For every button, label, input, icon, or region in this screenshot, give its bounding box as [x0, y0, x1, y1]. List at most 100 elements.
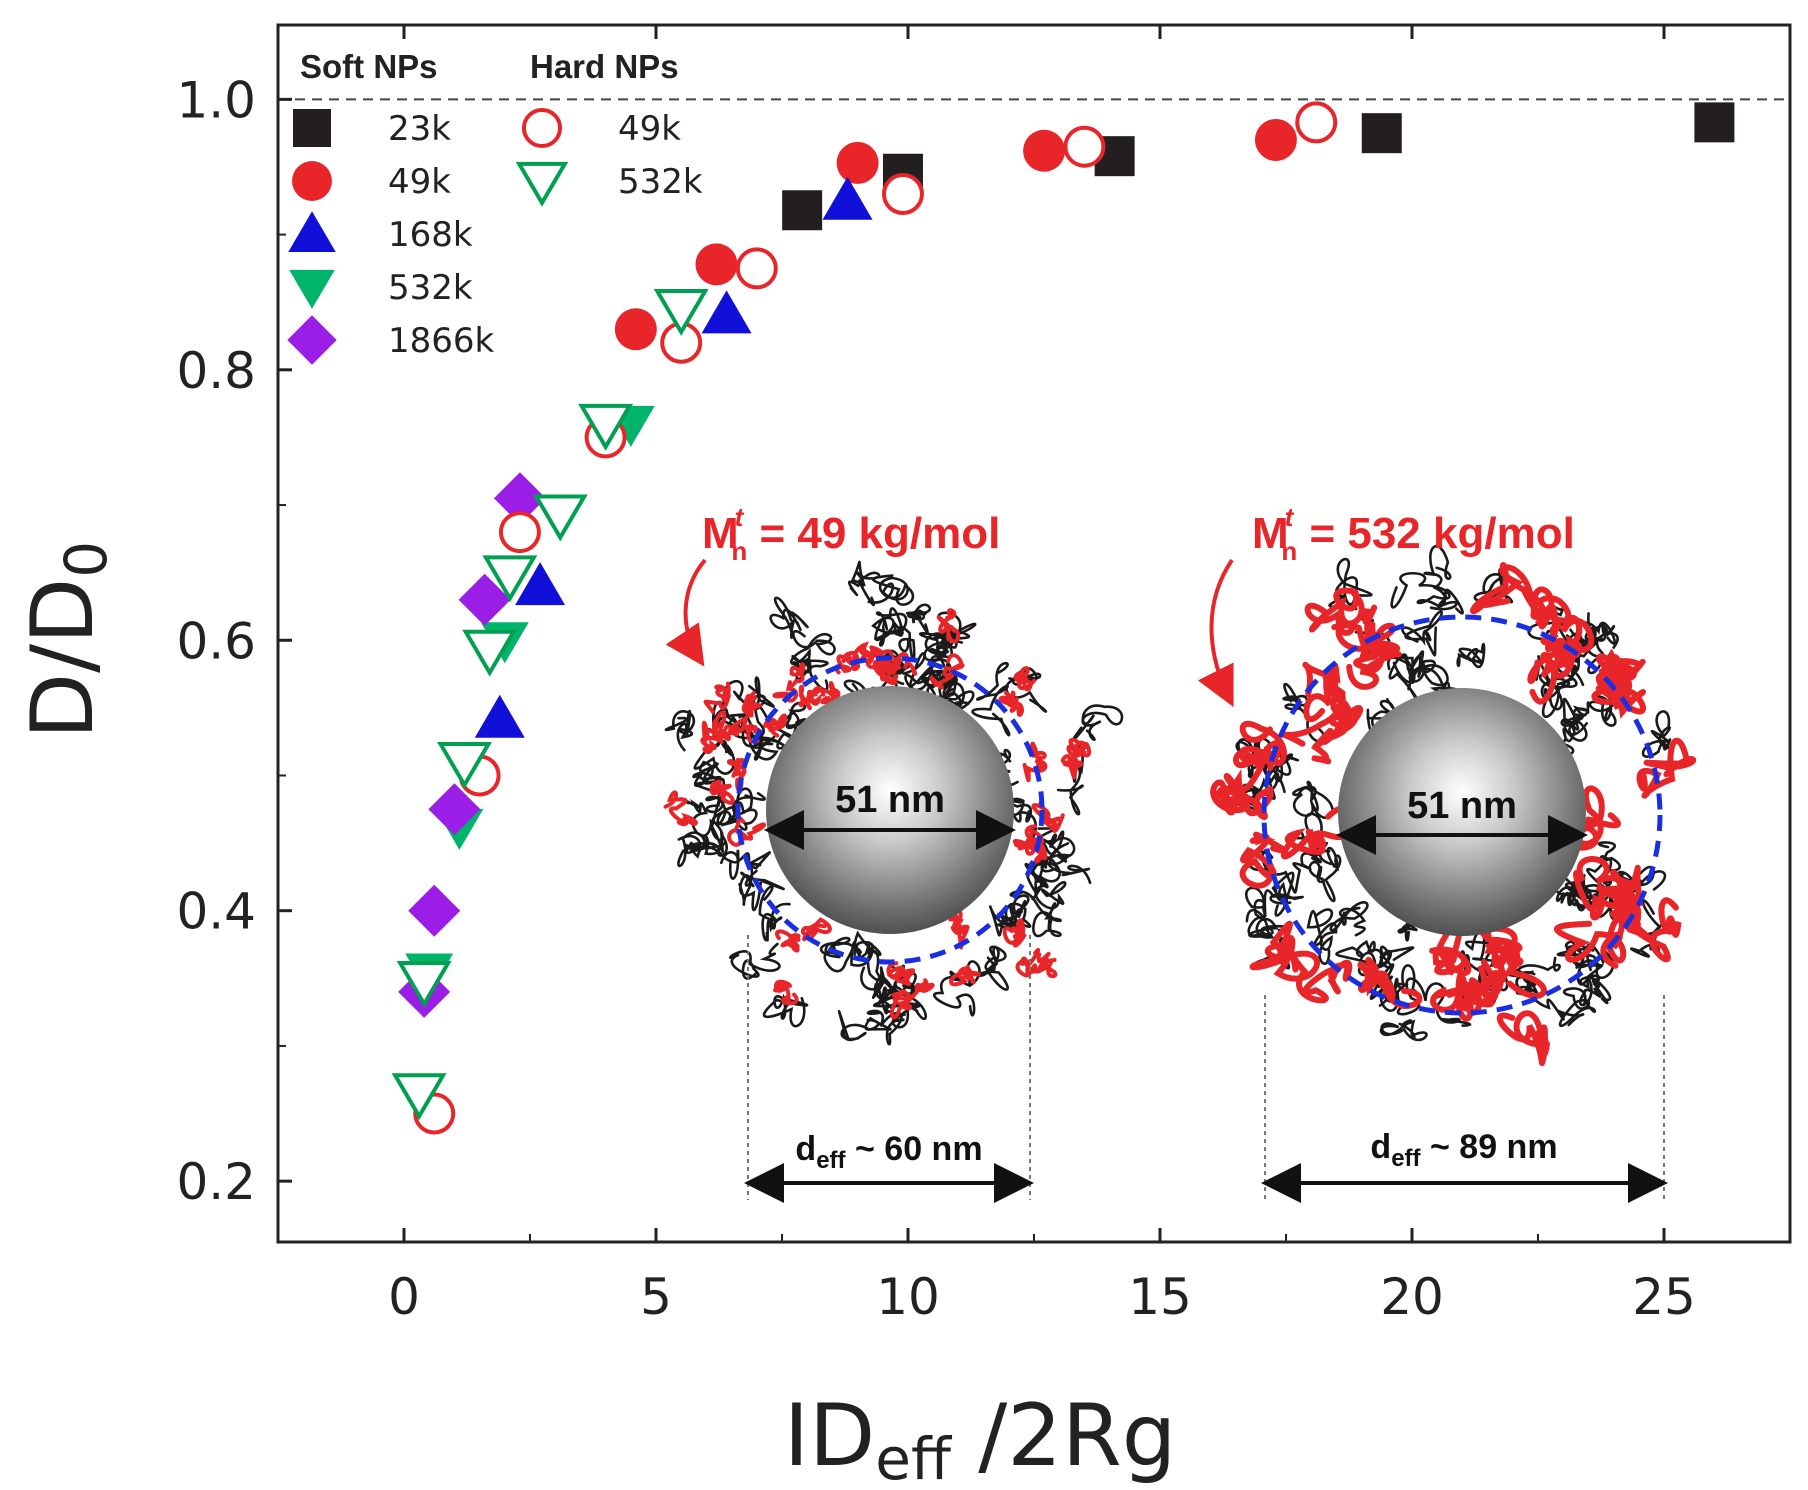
polymer-chain-long — [800, 917, 832, 942]
graft-mw-label-right-m: M — [1252, 509, 1289, 558]
polymer-chain-long — [1012, 824, 1045, 856]
x-tick-label: 0 — [388, 1268, 420, 1326]
polymer-chain-short — [1401, 610, 1443, 657]
data-point-hard-49k — [881, 173, 924, 216]
polymer-chain-long — [900, 978, 935, 1008]
data-point-hard-532k — [578, 403, 634, 451]
data-point-soft-23k — [1694, 102, 1735, 143]
polymer-chain-long — [773, 979, 799, 1006]
polymer-chain-short — [1009, 890, 1062, 938]
data-point-soft-1866k — [458, 573, 511, 626]
polymer-chain-long — [1284, 941, 1353, 1004]
polymer-chain-short — [1282, 682, 1327, 743]
polymer-chain-short — [729, 942, 781, 980]
polymer-chain-long — [1060, 754, 1083, 780]
polymer-chain-short — [1306, 908, 1338, 965]
polymer-chain-long — [727, 714, 760, 744]
polymer-chain-short — [773, 701, 807, 750]
legend-label: 49k — [388, 162, 451, 202]
graft-mw-label-right-value: = 532 kg/mol — [1297, 509, 1575, 558]
data-point-soft-49k — [695, 243, 738, 286]
polymer-chain-long — [998, 690, 1024, 717]
x-tick-label: 15 — [1128, 1268, 1192, 1326]
data-point-soft-49k — [614, 308, 657, 351]
graft-mw-label-left: Mt n = 49 kg/mol — [702, 502, 1000, 566]
graft-mw-label-right-sub: n — [1281, 536, 1297, 566]
data-points — [391, 101, 1735, 1135]
polymer-chain-short — [1071, 704, 1124, 742]
pointer-arrow-left — [665, 558, 707, 667]
x-axis-title-tail: /2Rg — [951, 1386, 1176, 1486]
polymer-chain-long — [1022, 741, 1048, 783]
core-diameter-label-right: 51 nm — [1407, 785, 1517, 827]
polymer-chain-short — [748, 735, 786, 761]
polymer-chain-long — [1335, 604, 1401, 654]
data-point-hard-49k — [498, 511, 541, 554]
polymer-chain-short — [690, 834, 740, 865]
polymer-chain-long — [1066, 737, 1092, 758]
data-point-soft-168k — [474, 694, 525, 738]
polymer-chain-long — [1429, 918, 1472, 976]
data-point-soft-49k — [1254, 118, 1297, 161]
pointer-arrow-right — [1197, 558, 1234, 708]
polymer-chain-short — [860, 949, 897, 1000]
data-point-hard-49k — [1295, 101, 1338, 144]
x-axis-title: IDeff /2Rg — [784, 1386, 1177, 1490]
graft-mw-label-left-sup: t — [735, 502, 745, 532]
x-tick-label: 25 — [1632, 1268, 1696, 1326]
polymer-shell-left — [663, 560, 1124, 1046]
data-point-soft-23k — [782, 190, 823, 231]
polymer-chain-long — [890, 989, 913, 1020]
polymer-chain-long — [1591, 675, 1647, 719]
legend-label: 168k — [388, 215, 473, 255]
y-axis-title-main: D/D — [13, 578, 113, 739]
effective-diameter-ring-left — [735, 655, 1045, 965]
data-point-soft-1866k — [408, 884, 461, 937]
polymer-chain-short — [1247, 916, 1288, 939]
polymer-chain-long — [763, 713, 788, 738]
inset-right-illustration: 51 nm Mt n = 532 kg/mol deff ~ 89 nm — [1197, 502, 1697, 1203]
polymer-chain-long — [1346, 622, 1402, 690]
polymer-chain-short — [1562, 697, 1588, 742]
legend: Soft NPs 23k 49k 168k 532k 1866k Hard NPs 49k 53… — [287, 48, 703, 365]
polymer-chain-long — [1596, 869, 1642, 923]
x-axis-title-main: ID — [784, 1386, 876, 1486]
polymer-chain-long — [886, 961, 916, 987]
graft-mw-label-left-m: M — [702, 509, 739, 558]
data-point-hard-49k — [1063, 125, 1106, 168]
y-tick-label: 0.6 — [176, 612, 256, 670]
y-tick-label: 0.4 — [176, 883, 256, 941]
nanoparticle-core-right — [1338, 688, 1586, 936]
polymer-chain-long — [1619, 897, 1682, 963]
legend-marker-soft-23k — [293, 109, 331, 147]
polymer-chain-long — [1496, 1010, 1551, 1067]
polymer-chain-long — [1036, 951, 1058, 979]
deff-label-left: deff ~ 60 nm — [795, 1130, 982, 1174]
polymer-chain-short — [664, 709, 696, 752]
graft-mw-label-right-sup: t — [1285, 502, 1295, 532]
data-point-hard-532k — [391, 1073, 447, 1121]
polymer-chain-long — [772, 662, 806, 703]
polymer-chain-short — [720, 787, 766, 831]
legend-marker-hard-49k — [521, 107, 563, 149]
y-axis-title: D/D0 — [13, 541, 120, 739]
polymer-chain-long — [709, 779, 735, 805]
deff-label-left-sub: eff — [816, 1147, 846, 1174]
polymer-chain-short — [866, 1002, 921, 1046]
polymer-chain-long — [1249, 920, 1320, 982]
polymer-chain-short — [847, 560, 881, 607]
polymer-chain-long — [1636, 737, 1697, 799]
data-point-hard-532k — [532, 494, 588, 542]
data-point-hard-532k — [462, 629, 518, 677]
polymer-chain-long — [1357, 956, 1423, 1009]
deff-label-right-d: d — [1370, 1128, 1391, 1166]
legend-group-title: Soft NPs — [300, 48, 438, 85]
polymer-chain-short — [1386, 647, 1420, 703]
data-point-soft-49k — [836, 141, 879, 184]
effective-diameter-ring-right — [1261, 614, 1663, 1016]
deff-label-right-value: ~ 89 nm — [1421, 1128, 1558, 1166]
polymer-chain-short — [728, 849, 772, 887]
polymer-chain-short — [1573, 961, 1612, 1005]
data-point-hard-532k — [436, 741, 492, 789]
polymer-chain-long — [1598, 648, 1646, 693]
